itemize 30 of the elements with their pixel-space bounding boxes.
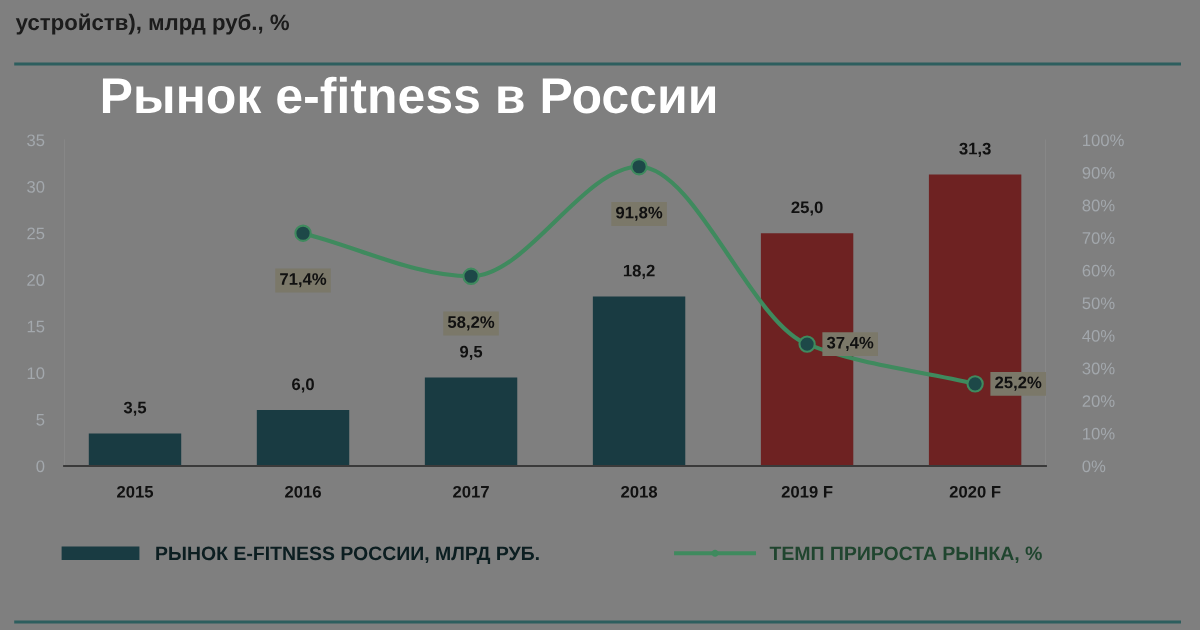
bar xyxy=(592,296,686,466)
point xyxy=(462,267,480,285)
data-label: 25,0 xyxy=(791,201,823,216)
data-label: 6,0 xyxy=(292,378,314,393)
chart-title: Рынок e-fitness в России xyxy=(102,76,716,114)
bar xyxy=(424,377,518,466)
data-label: 58,2% xyxy=(447,316,495,331)
chart-subtitle: устройств), млрд руб., % xyxy=(15,13,290,35)
legend-label: РЫНОК E-FITNESS РОССИИ, МЛРД РУБ. xyxy=(156,546,539,564)
data-label: 91,8% xyxy=(616,206,663,221)
data-label: 31,3 xyxy=(959,142,991,157)
point xyxy=(630,158,648,176)
bar xyxy=(88,433,182,466)
data-label: 71,4% xyxy=(280,273,327,288)
x-tick-label: 2017 xyxy=(453,485,489,498)
point xyxy=(798,335,816,353)
x-tick-label: 2015 xyxy=(117,485,154,498)
point xyxy=(294,224,312,242)
point xyxy=(966,375,984,393)
x-tick-label: 2019 F xyxy=(781,485,833,498)
bar xyxy=(256,410,350,466)
data-label: 37,4% xyxy=(826,336,874,351)
x-tick-label: 2016 xyxy=(285,485,321,498)
data-label: 3,5 xyxy=(123,401,147,416)
x-tick-label: 2018 xyxy=(621,485,658,498)
legend-label: ТЕМП ПРИРОСТА РЫНКА, % xyxy=(769,546,1042,564)
x-tick-label: 2020 F xyxy=(949,485,1001,498)
data-label: 9,5 xyxy=(460,345,483,360)
data-label: 25,2% xyxy=(995,376,1042,391)
data-label: 18,2 xyxy=(623,264,655,279)
